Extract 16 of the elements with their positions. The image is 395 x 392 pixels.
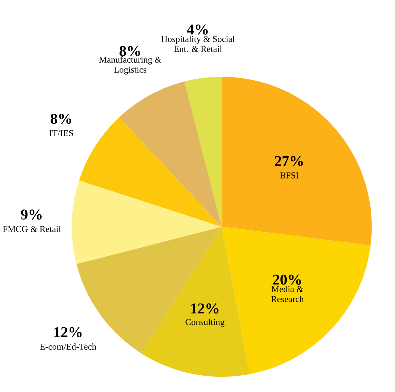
slice-label: FMCG & Retail [3,226,62,232]
data-label: 8% [120,46,140,56]
slice-label: Consulting [186,318,225,328]
data-label: 20% [273,274,302,285]
data-label: 4% [187,24,208,35]
slice-label: Hospitality & Social Ent. & Retail [162,36,235,52]
slice-label: IT/IES [50,130,74,136]
data-label: 12% [54,327,82,338]
data-label: 9% [21,210,42,220]
data-label: 27% [275,156,304,166]
data-label: 8% [50,114,72,124]
slice-label: E-com/Ed-Tech [40,344,96,350]
slice-label: BFSI [280,172,299,179]
slice-label: Media & Research [271,286,304,302]
slice-label: Manufacturing & Logistics [99,56,162,75]
data-label: 12% [191,304,219,314]
